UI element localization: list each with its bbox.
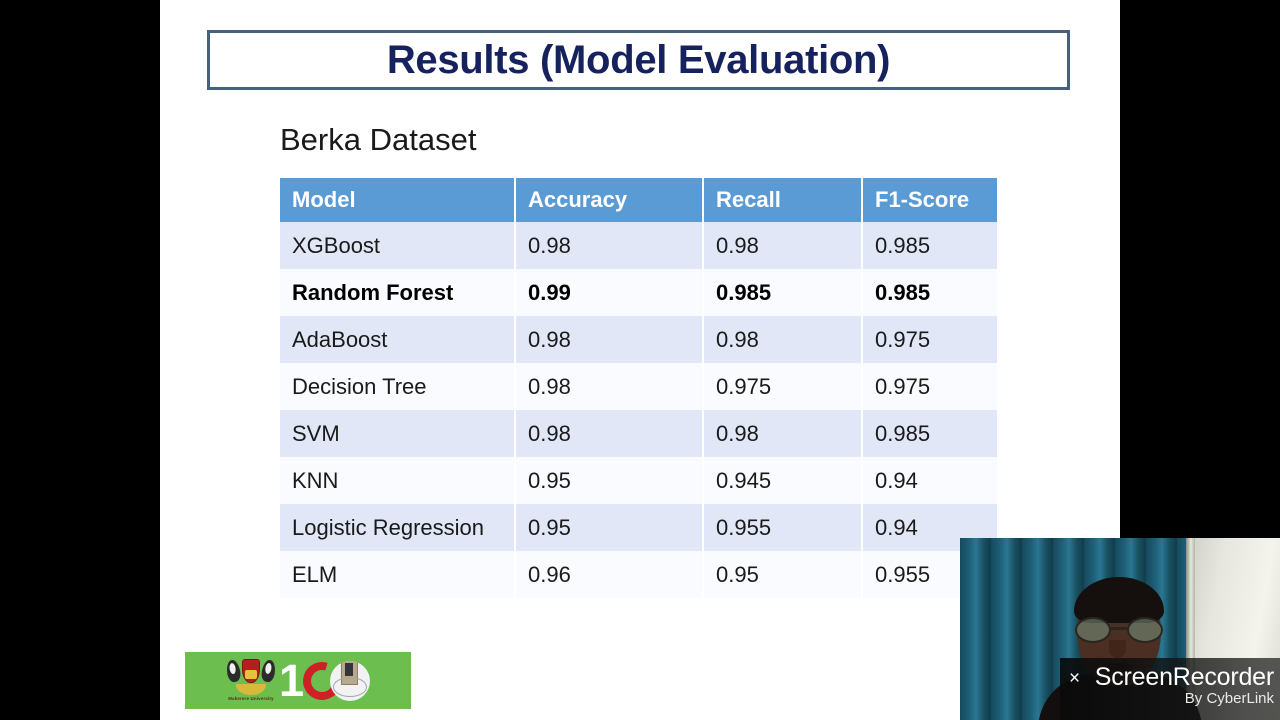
cell-recall: 0.975 bbox=[703, 363, 863, 410]
table-header-row: Model Accuracy Recall F1-Score bbox=[280, 178, 997, 222]
cell-accuracy: 0.96 bbox=[515, 551, 704, 598]
table-row: ELM 0.96 0.95 0.955 bbox=[280, 551, 997, 598]
cell-model: Random Forest bbox=[280, 269, 516, 316]
column-header-accuracy: Accuracy bbox=[515, 178, 704, 222]
glasses-left-lens bbox=[1075, 617, 1111, 643]
table-row: XGBoost 0.98 0.98 0.985 bbox=[280, 222, 997, 269]
centenary-mark: 1 bbox=[278, 654, 371, 707]
cell-accuracy: 0.98 bbox=[515, 410, 704, 457]
column-header-model: Model bbox=[280, 178, 516, 222]
university-crest-icon: Makerere University bbox=[225, 658, 277, 703]
cell-f1score: 0.94 bbox=[862, 457, 997, 504]
cell-model: AdaBoost bbox=[280, 316, 516, 363]
close-icon[interactable]: × bbox=[1069, 668, 1081, 689]
cell-model: ELM bbox=[280, 551, 516, 598]
table-row: AdaBoost 0.98 0.98 0.975 bbox=[280, 316, 997, 363]
cell-accuracy: 0.98 bbox=[515, 222, 704, 269]
cell-accuracy: 0.95 bbox=[515, 504, 704, 551]
watermark-brand-label: ScreenRecorder bbox=[1094, 663, 1274, 691]
letterbox-left-bar bbox=[0, 0, 160, 720]
cell-recall: 0.945 bbox=[703, 457, 863, 504]
crest-base-icon bbox=[235, 683, 266, 695]
centenary-tower-globe-icon bbox=[330, 660, 371, 701]
logo-inner: Makerere University 1 bbox=[225, 654, 371, 707]
table-row: Decision Tree 0.98 0.975 0.975 bbox=[280, 363, 997, 410]
cell-f1score: 0.985 bbox=[862, 222, 997, 269]
cell-f1score: 0.975 bbox=[862, 363, 997, 410]
crane-left-icon bbox=[225, 658, 242, 683]
table-body: XGBoost 0.98 0.98 0.985 Random Forest 0.99 0.9… bbox=[280, 222, 997, 598]
centenary-digit-one: 1 bbox=[278, 655, 305, 706]
screen-recorder-watermark: × ScreenRecorder By CyberLink bbox=[1060, 658, 1280, 720]
watermark-text-group: ScreenRecorder By CyberLink bbox=[1086, 664, 1280, 709]
table-row: KNN 0.95 0.945 0.94 bbox=[280, 457, 997, 504]
table-row: Logistic Regression 0.95 0.955 0.94 bbox=[280, 504, 997, 551]
cell-f1score: 0.985 bbox=[862, 410, 997, 457]
cell-accuracy: 0.99 bbox=[515, 269, 704, 316]
cell-accuracy: 0.98 bbox=[515, 316, 704, 363]
globe-ring-icon bbox=[333, 676, 368, 697]
watermark-publisher-label: By CyberLink bbox=[1184, 690, 1274, 708]
makerere-university-logo: Makerere University 1 bbox=[185, 652, 411, 709]
cell-model: Decision Tree bbox=[280, 363, 516, 410]
dataset-subtitle: Berka Dataset bbox=[280, 122, 477, 157]
cell-recall: 0.98 bbox=[703, 316, 863, 363]
presenter-nose bbox=[1109, 640, 1126, 658]
glasses-bridge bbox=[1111, 627, 1127, 630]
glasses-right-lens bbox=[1127, 617, 1163, 643]
crane-right-icon bbox=[260, 658, 277, 683]
webcam-overlay[interactable]: × ScreenRecorder By CyberLink bbox=[960, 538, 1280, 720]
column-header-f1score: F1-Score bbox=[862, 178, 997, 222]
shield-icon bbox=[241, 658, 260, 683]
cell-model: XGBoost bbox=[280, 222, 516, 269]
cell-model: KNN bbox=[280, 457, 516, 504]
cell-recall: 0.98 bbox=[703, 410, 863, 457]
slide-title-box: Results (Model Evaluation) bbox=[207, 30, 1070, 90]
cell-accuracy: 0.95 bbox=[515, 457, 704, 504]
presenter-glasses-icon bbox=[1073, 617, 1165, 643]
cell-model: SVM bbox=[280, 410, 516, 457]
university-name-label: Makerere University bbox=[228, 695, 274, 701]
cell-recall: 0.98 bbox=[703, 222, 863, 269]
results-table: Model Accuracy Recall F1-Score XGBoost 0.… bbox=[280, 178, 997, 598]
cell-recall: 0.95 bbox=[703, 551, 863, 598]
cell-accuracy: 0.98 bbox=[515, 363, 704, 410]
presentation-slide: Results (Model Evaluation) Berka Dataset… bbox=[160, 0, 1120, 720]
table-row: Random Forest 0.99 0.985 0.985 bbox=[280, 269, 997, 316]
cell-f1score: 0.985 bbox=[862, 269, 997, 316]
cell-f1score: 0.975 bbox=[862, 316, 997, 363]
cell-recall: 0.985 bbox=[703, 269, 863, 316]
page-title: Results (Model Evaluation) bbox=[386, 37, 891, 82]
cell-model: Logistic Regression bbox=[280, 504, 516, 551]
cell-recall: 0.955 bbox=[703, 504, 863, 551]
webcam-background-door-edge bbox=[1186, 538, 1195, 720]
crane-birds-icon bbox=[225, 658, 277, 685]
table-row: SVM 0.98 0.98 0.985 bbox=[280, 410, 997, 457]
column-header-recall: Recall bbox=[703, 178, 863, 222]
